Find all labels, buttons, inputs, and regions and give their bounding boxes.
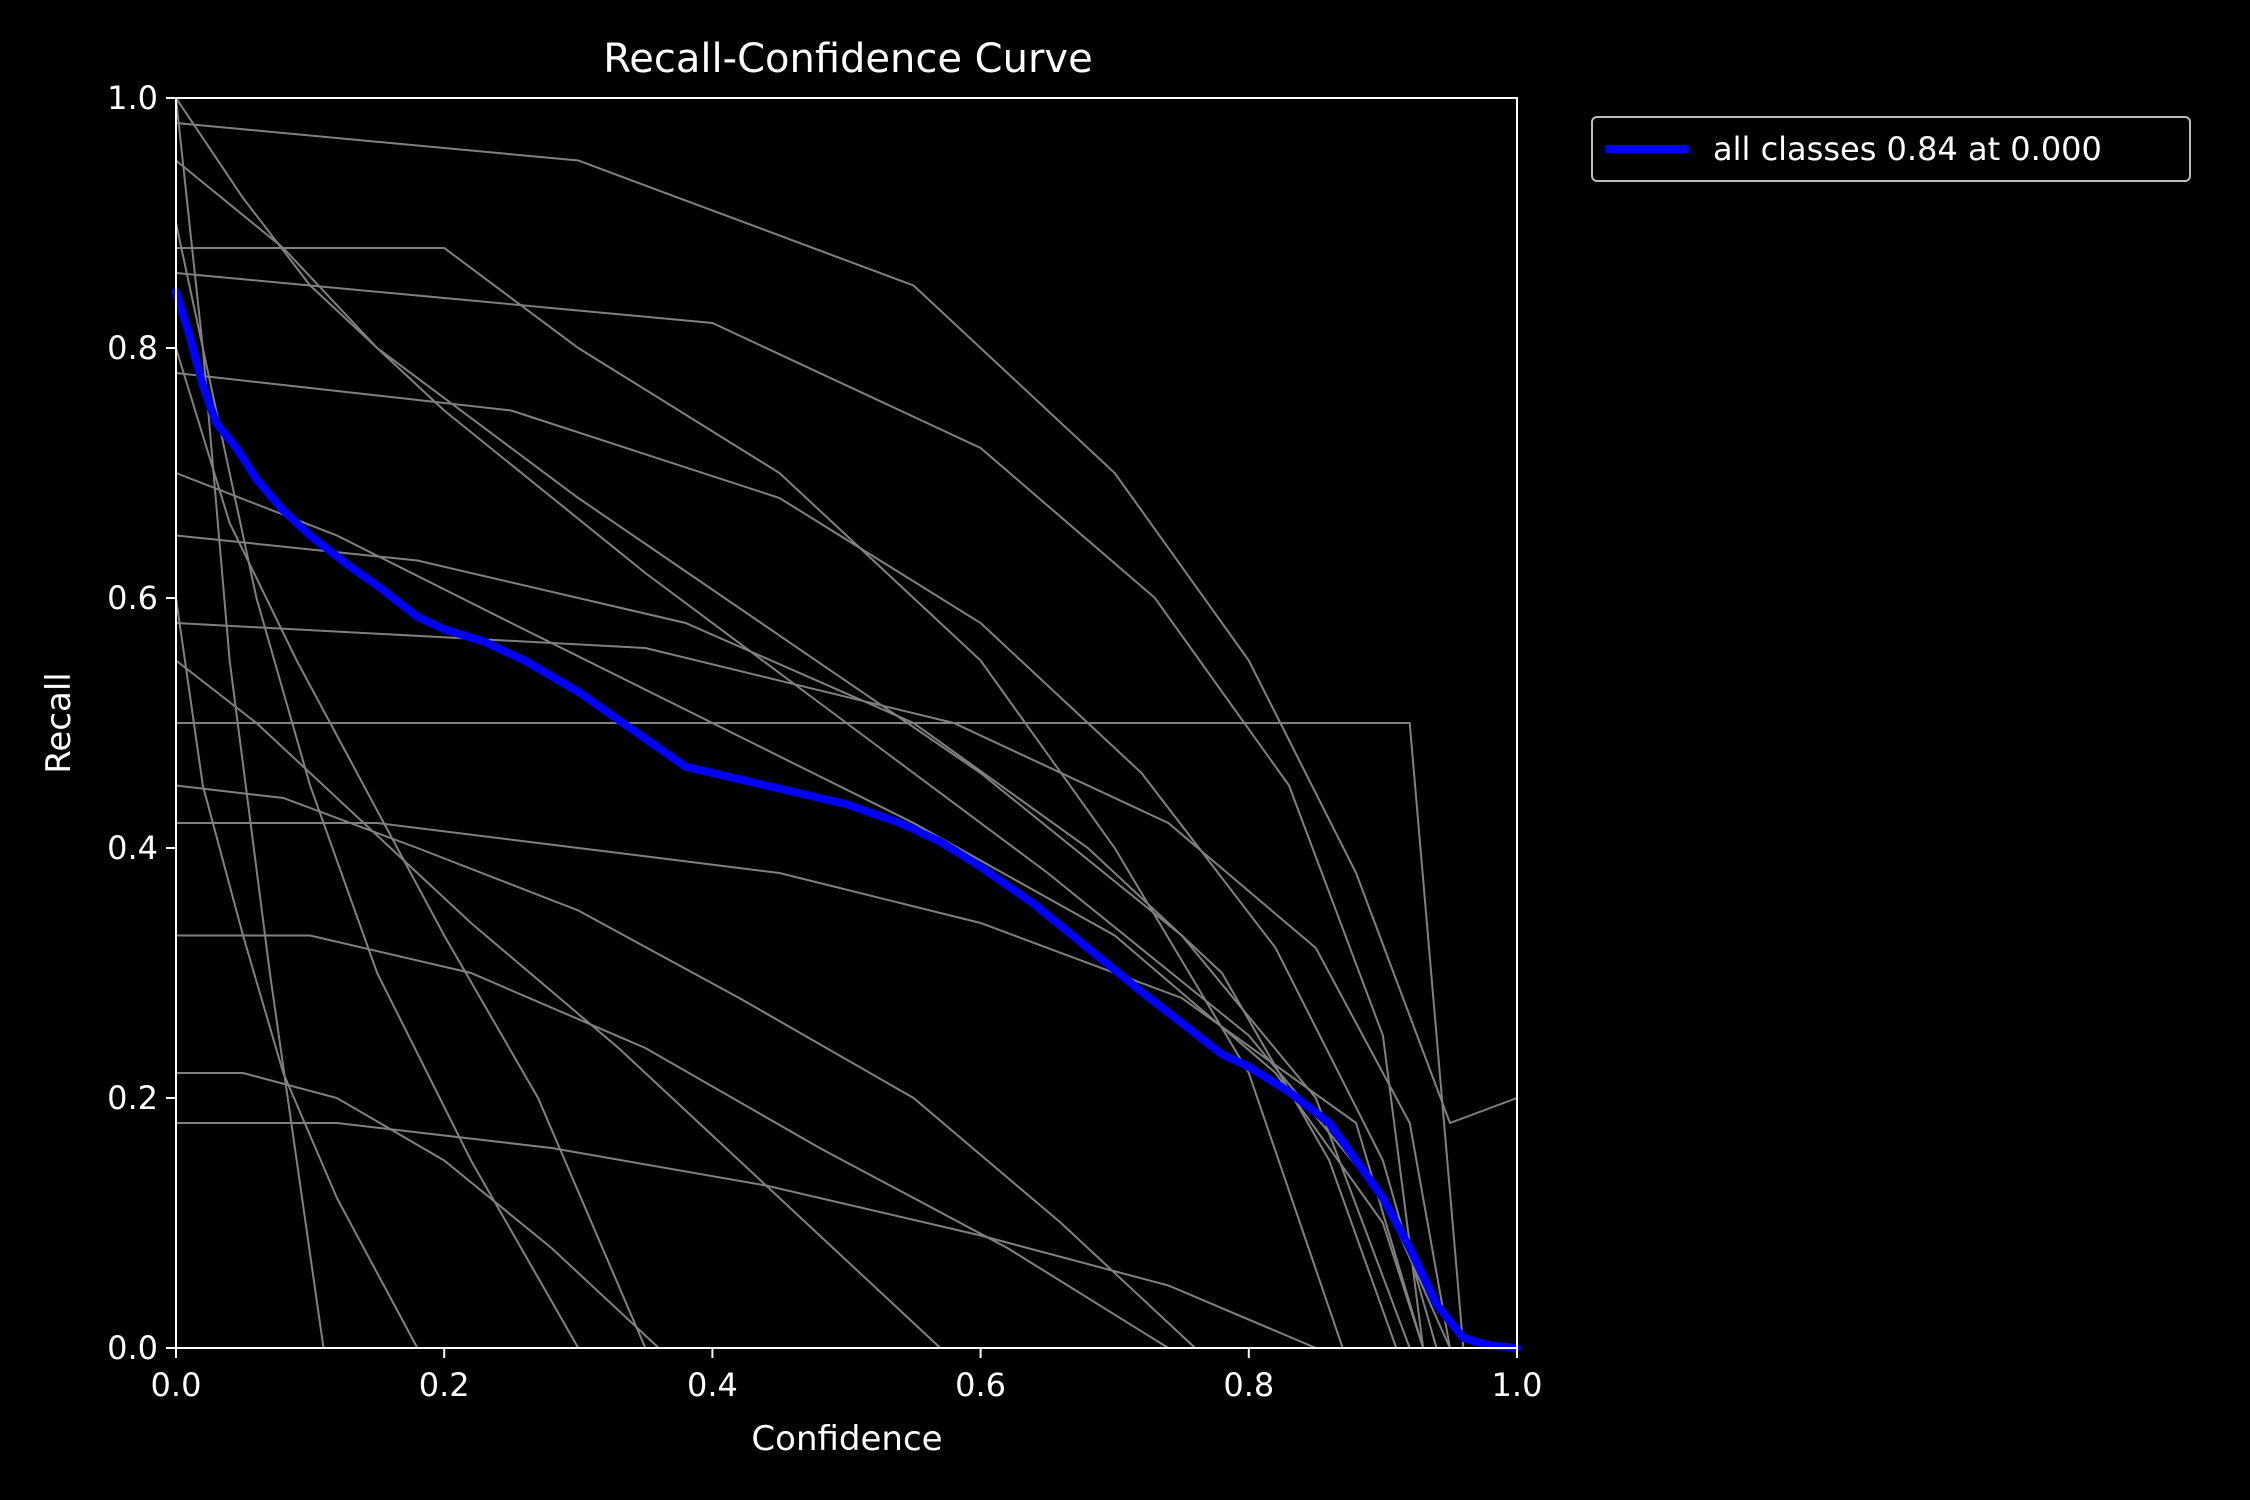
legend-label-all-classes: all classes 0.84 at 0.000	[1713, 130, 2102, 168]
class-curve-18	[175, 622, 1451, 1349]
chart-legend: all classes 0.84 at 0.000	[1591, 116, 2191, 182]
y-axis-label: Recall	[39, 672, 79, 773]
y-tick-label: 0.0	[107, 1329, 158, 1367]
x-tick-label: 0.4	[687, 1366, 738, 1404]
class-curve-11	[175, 122, 1518, 1125]
class-curve-13	[175, 534, 1398, 1349]
y-tick-label: 0.2	[107, 1079, 158, 1117]
class-curve-3	[175, 472, 1425, 1349]
x-tick-label: 0.2	[419, 1366, 470, 1404]
class-curve-19	[176, 1122, 1317, 1349]
class-curve-15	[175, 272, 1425, 1349]
plot-frame	[175, 97, 1518, 1349]
class-curve-8	[175, 347, 647, 1349]
x-tick-label: 1.0	[1492, 1366, 1543, 1404]
legend-swatch-all-classes	[1605, 145, 1689, 153]
y-tick-label: 1.0	[107, 79, 158, 117]
class-curve-16	[175, 784, 1196, 1349]
class-curve-17	[175, 97, 325, 1349]
series-line-all-classes	[172, 287, 1521, 1352]
class-curve-2	[175, 159, 1411, 1349]
x-axis-label: Confidence	[751, 1419, 942, 1459]
y-tick-label: 0.6	[107, 579, 158, 617]
y-axis-ticks: 0.0 0.2 0.4 0.6 0.8 1.0	[107, 79, 176, 1367]
x-tick-label: 0.6	[955, 1366, 1006, 1404]
class-curve-12	[175, 659, 942, 1349]
chart-title: Recall-Confidence Curve	[603, 36, 1092, 82]
class-curve-7	[176, 822, 1425, 1349]
class-curve-9	[175, 372, 1438, 1349]
class-curve-10	[176, 934, 1169, 1349]
class-curve-4	[175, 597, 419, 1349]
y-tick-label: 0.4	[107, 829, 158, 867]
x-axis-ticks: 0.0 0.2 0.4 0.6 0.8 1.0	[151, 1348, 1543, 1404]
class-curve-5	[176, 722, 1465, 1349]
class-curves-layer	[175, 97, 1518, 1349]
class-curve-1	[175, 222, 580, 1349]
x-tick-label: 0.0	[151, 1366, 202, 1404]
y-tick-label: 0.8	[107, 329, 158, 367]
x-tick-label: 0.8	[1223, 1366, 1274, 1404]
series-layer	[172, 287, 1521, 1352]
class-curve-6	[176, 247, 1344, 1349]
